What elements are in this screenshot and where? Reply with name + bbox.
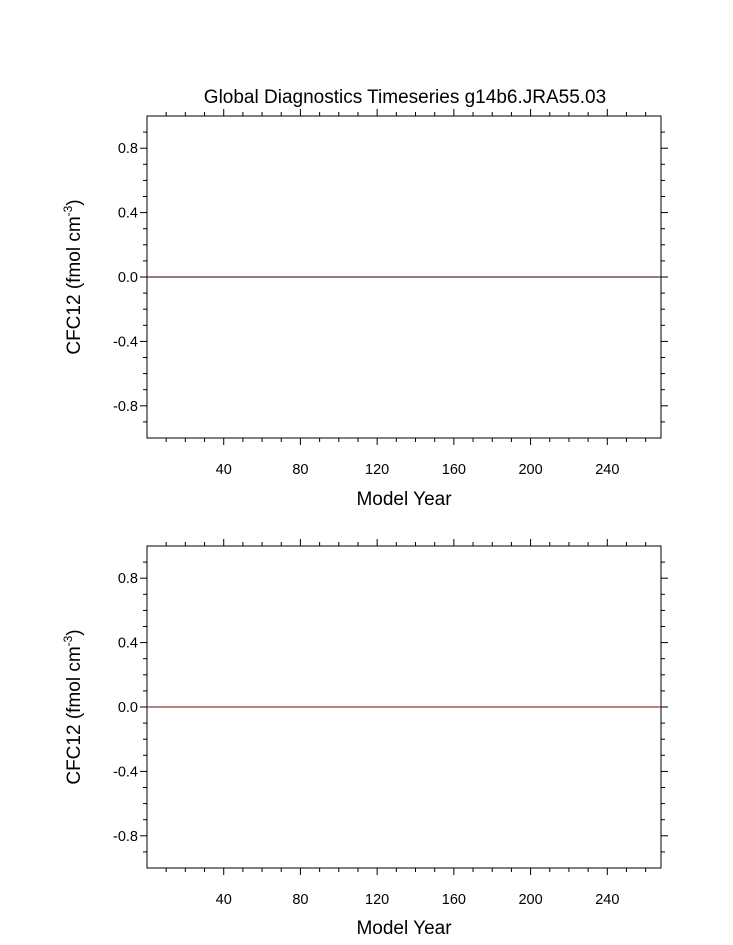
y-tick-label: 0.4 [118, 636, 138, 652]
y-axis-label-sup: -3 [61, 635, 75, 646]
x-tick-label: 240 [595, 892, 619, 908]
y-tick-label: 0.0 [118, 270, 138, 286]
x-tick-label: 40 [216, 892, 232, 908]
x-tick-labels: 40 80 120 160 200 240 [216, 892, 620, 908]
x-tick-label: 120 [365, 462, 389, 478]
x-tick-label: 240 [595, 462, 619, 478]
axis-ticks [140, 109, 668, 445]
y-tick-label: -0.4 [113, 334, 138, 350]
y-tick-label: 0.0 [118, 700, 138, 716]
y-axis-label: CFC12 (fmol cm-3) [61, 629, 85, 784]
x-tick-label: 40 [216, 462, 232, 478]
x-axis-label: Model Year [356, 489, 452, 510]
bottom-panel: 40 80 120 160 200 240 0.8 0.4 0.0 -0.4 -0.8 Model… [61, 539, 668, 939]
y-axis-label-close: ) [64, 199, 85, 205]
chart-title: Global Diagnostics Timeseries g14b6.JRA5… [204, 87, 606, 108]
y-tick-label: -0.4 [113, 764, 138, 780]
y-tick-label: 0.8 [118, 141, 138, 157]
axis-ticks [140, 539, 668, 875]
y-tick-label: 0.4 [118, 206, 138, 222]
x-tick-label: 80 [292, 462, 308, 478]
y-axis-label-main: CFC12 (fmol cm [64, 216, 85, 354]
y-axis-label-sup: -3 [61, 205, 75, 216]
x-tick-label: 200 [518, 892, 542, 908]
y-axis-label-main: CFC12 (fmol cm [64, 646, 85, 784]
y-tick-label: 0.8 [118, 571, 138, 587]
y-tick-labels: 0.8 0.4 0.0 -0.4 -0.8 [113, 571, 138, 845]
x-tick-label: 160 [442, 892, 466, 908]
y-tick-labels: 0.8 0.4 0.0 -0.4 -0.8 [113, 141, 138, 415]
y-tick-label: -0.8 [113, 399, 138, 415]
x-tick-labels: 40 80 120 160 200 240 [216, 462, 620, 478]
top-panel: Global Diagnostics Timeseries g14b6.JRA5… [61, 87, 668, 510]
y-tick-label: -0.8 [113, 829, 138, 845]
x-axis-label: Model Year [356, 918, 452, 939]
x-tick-label: 120 [365, 892, 389, 908]
x-tick-label: 160 [442, 462, 466, 478]
y-axis-label: CFC12 (fmol cm-3) [61, 199, 85, 354]
x-tick-label: 200 [518, 462, 542, 478]
y-axis-label-close: ) [64, 629, 85, 635]
x-tick-label: 80 [292, 892, 308, 908]
